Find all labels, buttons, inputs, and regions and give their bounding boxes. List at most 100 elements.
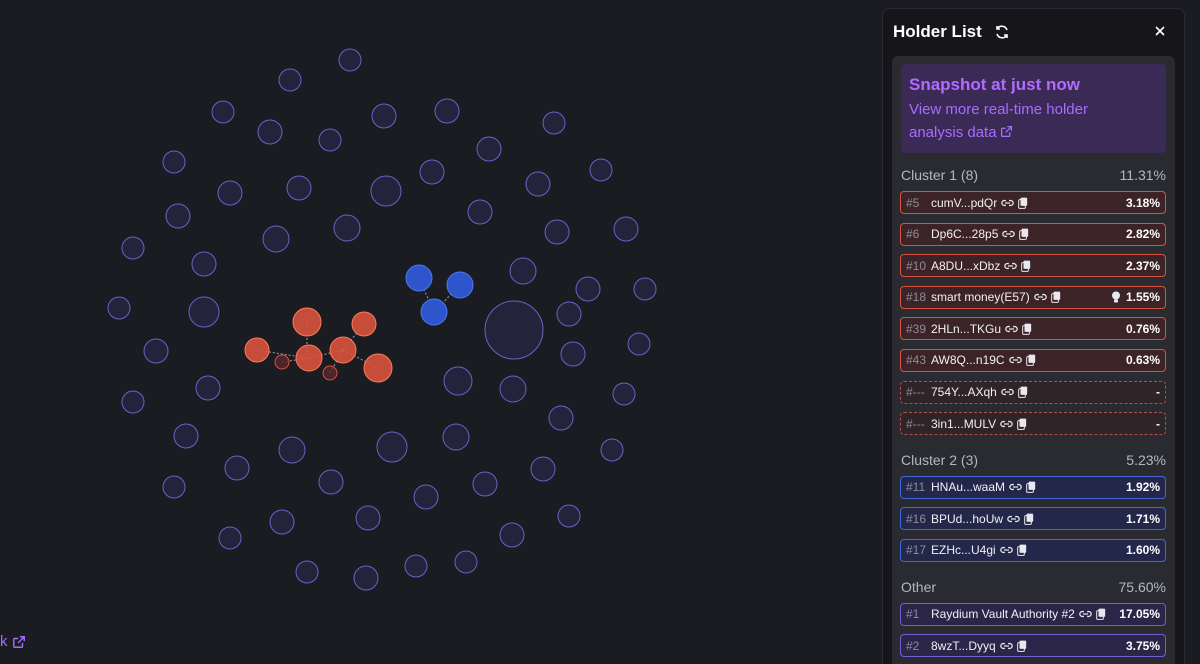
cluster2-bubble[interactable] (405, 264, 433, 292)
holder-row[interactable]: #--- 3in1...MULV - (900, 412, 1166, 436)
holder-row[interactable]: #10 A8DU...xDbz 2.37% (900, 254, 1166, 278)
holder-bubble[interactable] (454, 550, 478, 574)
snapshot-link-line1[interactable]: View more real-time holder (909, 101, 1088, 118)
holder-bubble[interactable] (413, 484, 439, 510)
link-icon[interactable] (1002, 228, 1016, 240)
copy-icon[interactable] (1022, 323, 1032, 335)
link-icon[interactable] (999, 544, 1013, 556)
holder-bubble[interactable] (499, 522, 525, 548)
holder-bubble[interactable] (338, 48, 362, 72)
holder-bubble[interactable] (575, 276, 601, 302)
holder-row[interactable]: #--- 754Y...AXqh - (900, 380, 1166, 404)
holder-bubble[interactable] (355, 505, 381, 531)
holder-address[interactable]: EZHc...U4gi (931, 543, 996, 558)
cluster1-bubble[interactable] (363, 353, 393, 383)
holder-bubble[interactable] (556, 301, 582, 327)
holder-bubble[interactable] (443, 366, 473, 396)
copy-icon[interactable] (1019, 228, 1029, 241)
copy-icon[interactable] (1096, 608, 1106, 620)
holder-address[interactable]: 2HLn...TKGu (931, 321, 1002, 336)
copy-icon[interactable] (1026, 481, 1036, 494)
holder-bubble[interactable] (278, 436, 306, 464)
holder-address[interactable]: AW8Q...n19C (931, 353, 1005, 368)
cluster-header[interactable]: Cluster 1 (8) 11.31% (892, 159, 1175, 191)
copy-icon[interactable] (1018, 386, 1028, 398)
holder-bubble[interactable] (173, 423, 199, 449)
holder-bubble[interactable] (278, 68, 302, 92)
holder-bubble[interactable] (600, 438, 624, 462)
cluster1-bubble[interactable] (295, 344, 323, 372)
link-icon[interactable] (1079, 608, 1092, 620)
holder-bubble[interactable] (318, 469, 344, 495)
holder-bubble[interactable] (557, 504, 581, 528)
link-icon[interactable] (1001, 197, 1015, 209)
holder-bubble[interactable] (419, 159, 445, 185)
holder-bubble[interactable] (217, 180, 243, 206)
link-icon[interactable] (1005, 323, 1018, 335)
copy-icon[interactable] (1025, 354, 1036, 367)
holder-bubble[interactable] (544, 219, 570, 245)
holder-address[interactable]: Raydium Vault Authority #2 (931, 607, 1075, 622)
holder-bubble[interactable] (353, 565, 379, 591)
holder-address[interactable]: smart money(E57) (931, 290, 1030, 305)
holder-bubble-large[interactable] (484, 300, 544, 360)
holder-bubble[interactable] (613, 216, 639, 242)
panel-body[interactable]: Snapshot at just now View more real-time… (892, 56, 1175, 664)
holder-bubble[interactable] (269, 509, 295, 535)
refresh-icon[interactable] (994, 24, 1010, 40)
holder-address[interactable]: Dp6C...28p5 (931, 227, 999, 242)
cluster1-bubble[interactable] (329, 336, 357, 364)
link-icon[interactable] (1008, 354, 1022, 366)
holder-address[interactable]: 754Y...AXqh (931, 385, 997, 400)
holder-bubble[interactable] (262, 225, 290, 253)
holder-bubble[interactable] (633, 277, 657, 301)
holder-row[interactable]: #16 BPUd...hoUw 1.71% (900, 507, 1166, 531)
bubble-map-graph[interactable] (0, 0, 880, 663)
snapshot-link-line2[interactable]: analysis data (909, 124, 997, 141)
cluster-header[interactable]: Cluster 2 (3) 5.23% (892, 444, 1175, 476)
cluster1-bubble-small[interactable] (274, 354, 290, 370)
holder-bubble[interactable] (509, 257, 537, 285)
holder-bubble[interactable] (165, 203, 191, 229)
realtime-analysis-link[interactable]: View more real-time holder analysis data (909, 98, 1158, 144)
holder-row[interactable]: #18 smart money(E57) 1.55% (900, 285, 1166, 309)
holder-bubble[interactable] (188, 296, 220, 328)
copy-icon[interactable] (1021, 260, 1031, 272)
copy-icon[interactable] (1016, 640, 1027, 652)
holder-bubble[interactable] (548, 405, 574, 431)
holder-row[interactable]: #11 HNAu...waaM 1.92% (900, 475, 1166, 499)
copy-icon[interactable] (1024, 513, 1034, 525)
holder-bubble[interactable] (333, 214, 361, 242)
holder-bubble[interactable] (560, 341, 586, 367)
link-icon[interactable] (1033, 291, 1047, 303)
holder-bubble[interactable] (143, 338, 169, 364)
holder-bubble[interactable] (627, 332, 651, 356)
cluster1-bubble[interactable] (351, 311, 377, 337)
holder-bubble[interactable] (121, 236, 145, 260)
holder-bubble[interactable] (195, 375, 221, 401)
holder-address[interactable]: 3in1...MULV (931, 416, 997, 431)
cluster1-bubble[interactable] (292, 307, 322, 337)
holder-address[interactable]: 8wzT...Dyyq (931, 638, 996, 653)
holder-bubble[interactable] (434, 98, 460, 124)
holder-bubble[interactable] (257, 119, 283, 145)
holder-address[interactable]: A8DU...xDbz (931, 258, 1001, 273)
holder-bubble[interactable] (371, 103, 397, 129)
bottom-external-link[interactable]: k (0, 633, 26, 650)
holder-bubble[interactable] (525, 171, 551, 197)
copy-icon[interactable] (1050, 291, 1061, 304)
link-icon[interactable] (999, 640, 1013, 652)
holder-bubble[interactable] (404, 554, 428, 578)
close-icon[interactable] (1152, 23, 1168, 39)
holder-row[interactable]: #6 Dp6C...28p5 2.82% (900, 222, 1166, 246)
holder-bubble[interactable] (467, 199, 493, 225)
holder-row[interactable]: #2 8wzT...Dyyq 3.75% (900, 634, 1166, 658)
link-icon[interactable] (1007, 513, 1020, 525)
cluster2-bubble[interactable] (446, 271, 474, 299)
holder-bubble[interactable] (542, 111, 566, 135)
holder-bubble[interactable] (530, 456, 556, 482)
holder-bubble[interactable] (107, 296, 131, 320)
holder-row[interactable]: #43 AW8Q...n19C 0.63% (900, 348, 1166, 372)
cluster1-bubble-small[interactable] (322, 365, 338, 381)
holder-bubble[interactable] (370, 175, 402, 207)
